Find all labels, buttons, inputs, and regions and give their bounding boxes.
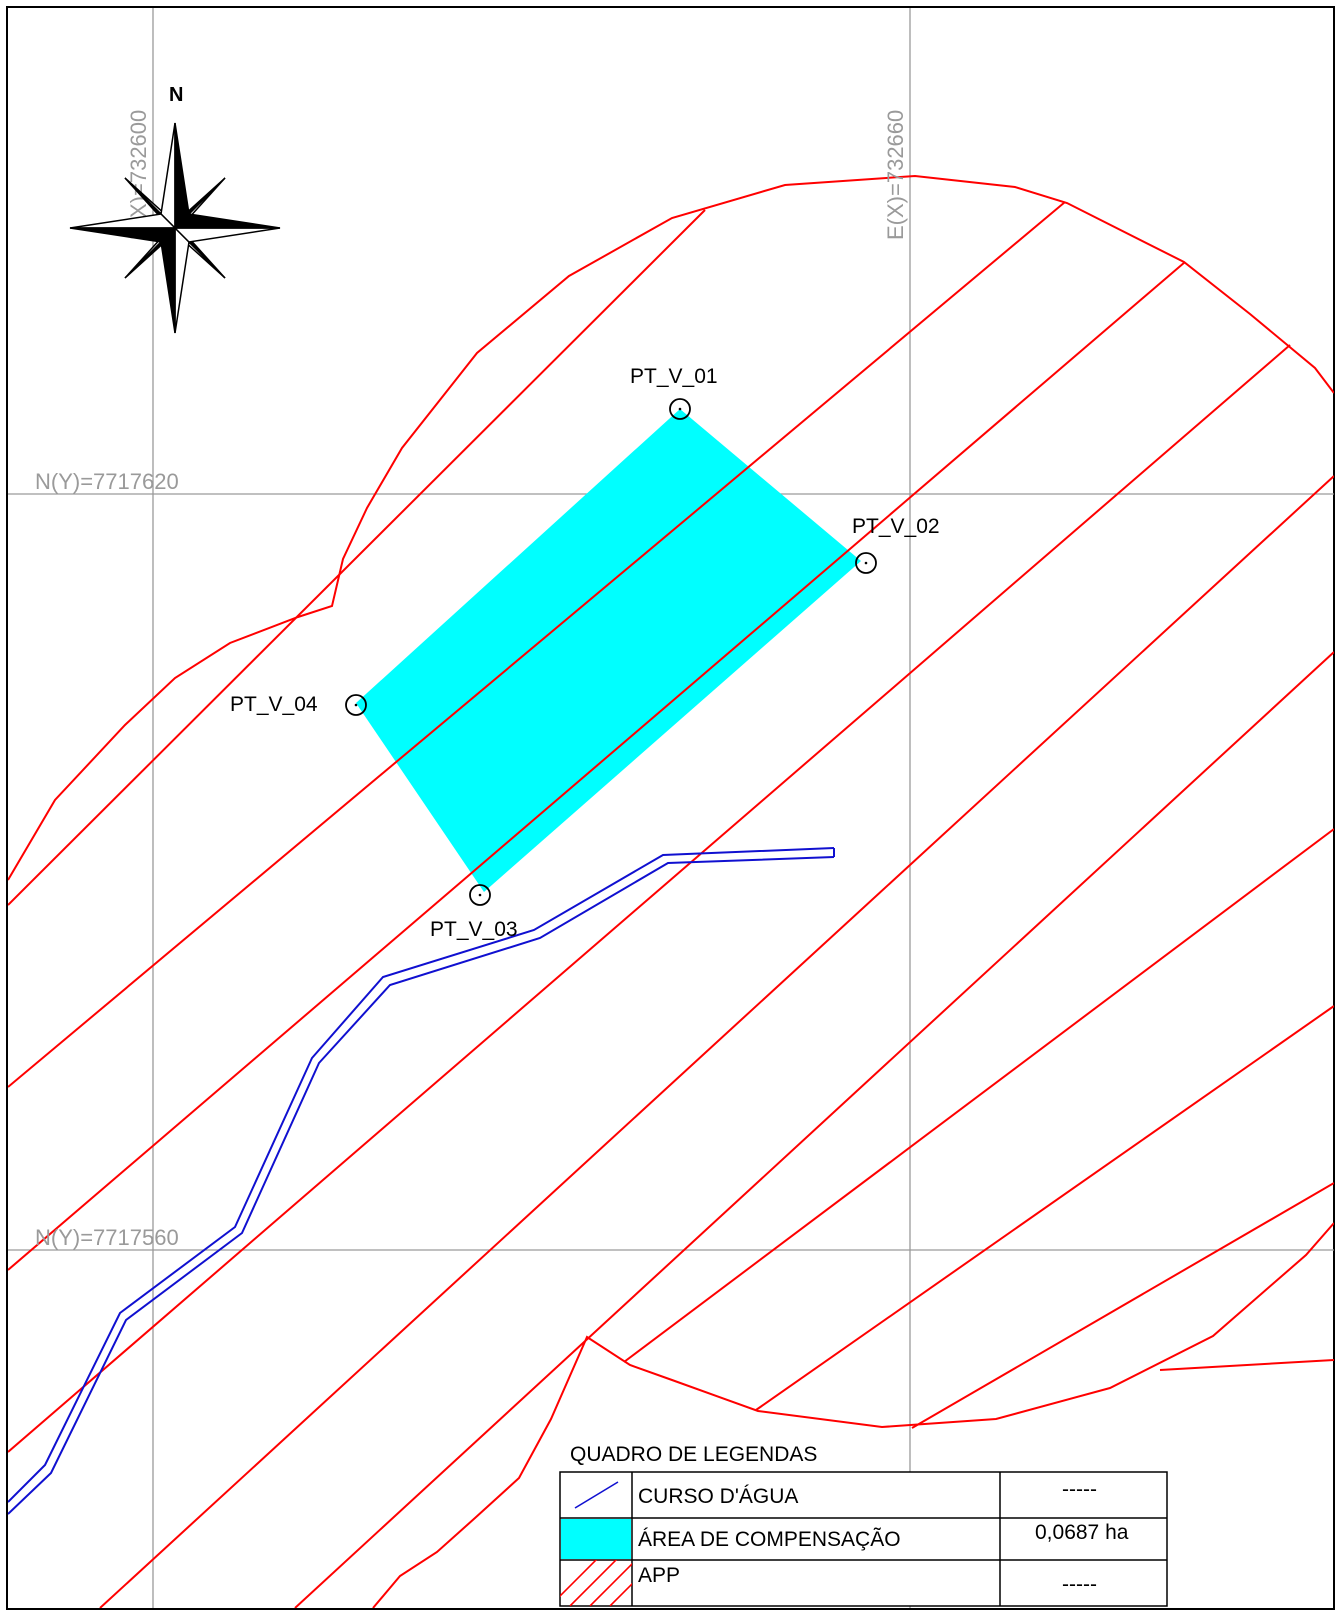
legend-label: ÁREA DE COMPENSAÇÃO (638, 1527, 901, 1551)
vertex-pt-v-04: PT_V_04 (230, 693, 367, 716)
grid-label-n-7717560: N(Y)=7717560 (35, 1225, 179, 1250)
app-boundary-lower (372, 1222, 1334, 1608)
app-swatch (560, 1560, 632, 1606)
vertex-pt-v-01: PT_V_01 (630, 365, 718, 420)
legend-label: CURSO D'ÁGUA (638, 1485, 798, 1508)
compensation-area (356, 409, 861, 892)
app-boundary-upper (8, 174, 1334, 881)
legend-row-compensation: ÁREA DE COMPENSAÇÃO 0,0687 ha (561, 1519, 1129, 1559)
legend-label: APP (638, 1564, 680, 1587)
grid-label-n-7717620: N(Y)=7717620 (35, 469, 179, 494)
legend-value: 0,0687 ha (1035, 1521, 1129, 1544)
vertex-pt-v-02: PT_V_02 (852, 515, 940, 574)
legend-title: QUADRO DE LEGENDAS (570, 1443, 817, 1466)
legend-row-water: CURSO D'ÁGUA ----- (574, 1478, 1097, 1509)
map-border (6, 6, 1335, 1610)
vertex-pt-v-03: PT_V_03 (430, 884, 518, 941)
legend-value: ----- (1062, 1478, 1097, 1501)
vertex-label: PT_V_01 (630, 365, 718, 388)
vertex-label: PT_V_02 (852, 515, 940, 538)
legend: QUADRO DE LEGENDAS CURSO D'ÁGUA ----- ÁR… (559, 1431, 1168, 1607)
water-course (8, 847, 835, 1515)
legend-value: ----- (1062, 1573, 1097, 1596)
north-arrow-icon: N (69, 84, 281, 334)
compensation-swatch (561, 1519, 631, 1559)
vertex-label: PT_V_03 (430, 918, 518, 941)
grid-label-e-732660: E(X)=732660 (883, 110, 908, 240)
vertex-label: PT_V_04 (230, 693, 318, 716)
app-hatching (8, 201, 1334, 1608)
water-course-swatch (574, 1481, 619, 1509)
north-label: N (169, 84, 183, 106)
legend-row-app: APP ----- (560, 1560, 1097, 1606)
